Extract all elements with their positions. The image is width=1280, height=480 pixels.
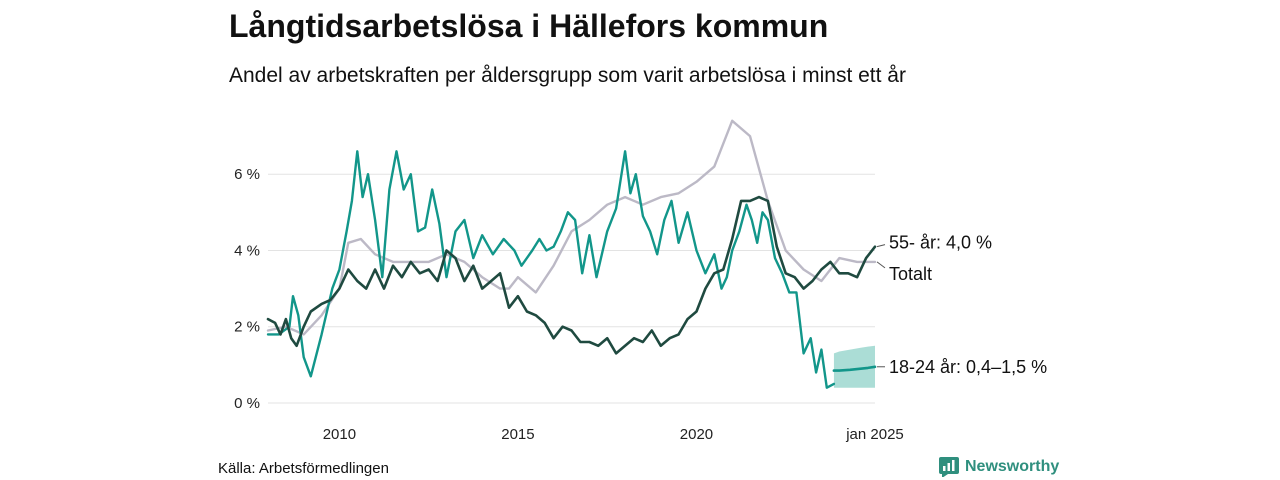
- y-tick-label: 6 %: [234, 166, 260, 183]
- x-tick-label: 2010: [323, 426, 356, 443]
- annotation-youth-estimate: 18-24 år: 0,4–1,5 %: [889, 357, 1047, 377]
- x-tick-label: 2015: [501, 426, 534, 443]
- page-title: Långtidsarbetslösa i Hällefors kommun: [229, 8, 829, 44]
- x-tick-label: 2020: [680, 426, 713, 443]
- page-subtitle: Andel av arbetskraften per åldersgrupp s…: [229, 64, 906, 87]
- y-tick-label: 2 %: [234, 319, 260, 336]
- gridlines: [268, 173, 875, 404]
- youth-estimate-band: [833, 345, 875, 388]
- confidence-band: [833, 345, 875, 388]
- brand-logo: Newsworthy: [939, 456, 1059, 478]
- annotation-leader-older: [876, 244, 886, 248]
- series-lines: [266, 119, 877, 389]
- series-annotations: 55- år: 4,0 % Totalt 18-24 år: 0,4–1,5 %: [876, 233, 1047, 377]
- newsworthy-logo-icon: [939, 457, 959, 477]
- annotation-older: 55- år: 4,0 %: [889, 233, 992, 253]
- series-line-youth-estimate: [832, 365, 877, 372]
- series-line-total: [266, 119, 877, 336]
- y-tick-label: 4 %: [234, 242, 260, 259]
- axis-ticks: 0 % 2 % 4 % 6 % 2010 2015 2020 jan 2025: [234, 166, 904, 443]
- annotation-total: Totalt: [889, 264, 932, 284]
- source-note: Källa: Arbetsförmedlingen: [218, 460, 389, 477]
- brand-name: Newsworthy: [965, 458, 1060, 475]
- y-tick-label: 0 %: [234, 395, 260, 412]
- series-line-older: [266, 195, 877, 355]
- x-tick-label: jan 2025: [845, 426, 904, 443]
- annotation-leader-total: [876, 261, 886, 269]
- series-line-youth: [266, 150, 836, 389]
